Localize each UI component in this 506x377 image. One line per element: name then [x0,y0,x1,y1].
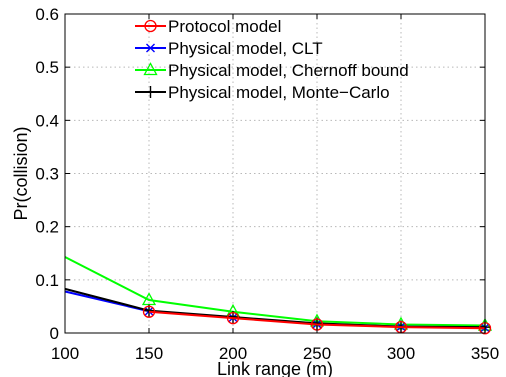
legend-marker [143,62,158,76]
data-point [141,292,157,306]
legend-item: Physical model, CLT [135,39,323,58]
data-point [226,311,240,325]
series-line [148,310,486,330]
legend-label: Physical model, CLT [168,39,323,58]
x-tick-label: 200 [219,344,247,363]
legend-label: Physical model, Monte−Carlo [168,83,390,102]
data-point [142,305,156,318]
legend-marker [146,43,155,53]
y-tick-label: 0.4 [35,111,59,130]
y-tick-label: 0.1 [35,271,59,290]
x-tick-label: 350 [471,344,499,363]
legend-marker [144,19,157,33]
x-tick-label: 300 [387,344,415,363]
y-tick-label: 0.3 [35,165,59,184]
x-tick-label: 100 [51,344,79,363]
y-axis-label: Pr(collision) [11,126,31,220]
series-circle [142,305,492,335]
legend-label: Physical model, Chernoff bound [168,61,409,80]
legend: Protocol model Physical model, CLT Physica… [135,17,409,102]
x-tick-label: 150 [135,344,163,363]
x-axis-label: Link range (m) [217,359,333,377]
y-tick-label: 0 [50,324,59,343]
legend-item: Physical model, Monte−Carlo [135,83,390,102]
y-tick-label: 0.2 [35,218,59,237]
legend-label: Protocol model [168,17,281,36]
y-tick-label: 0.5 [35,58,59,77]
legend-item: Physical model, Chernoff bound [135,61,409,80]
legend-item: Protocol model [135,17,281,36]
x-tick-label: 250 [303,344,331,363]
series-line [64,256,486,327]
axis-ticks: 100 150 200 250 300 350 0 0.1 0.2 0.3 0.4 0.5 0.6 [35,5,499,363]
y-tick-label: 0.6 [35,5,59,24]
grid [65,14,485,333]
plot-area [65,14,485,333]
legend-marker [144,86,157,98]
